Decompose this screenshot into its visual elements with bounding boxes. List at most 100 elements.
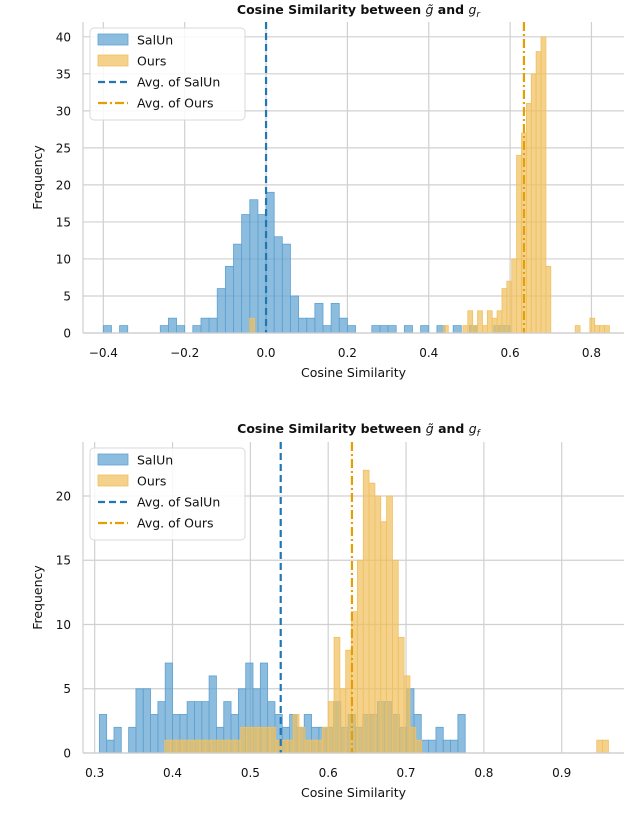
legend-label: Avg. of SalUn <box>137 75 220 90</box>
histogram-bar <box>397 636 405 754</box>
x-tick-label: 0.9 <box>552 766 571 780</box>
histogram-bar <box>403 675 411 754</box>
histogram-bar <box>200 317 210 334</box>
histogram-bar <box>392 559 399 754</box>
histogram-bar <box>113 726 122 754</box>
histogram-bar <box>164 739 171 754</box>
x-tick-label: 0.6 <box>319 766 338 780</box>
histogram-bar <box>168 317 177 334</box>
x-tick-label: 0.2 <box>338 346 357 360</box>
title-subscript: f <box>477 429 482 439</box>
histogram-bar <box>387 325 397 334</box>
y-axis-label: Frequency <box>30 145 45 210</box>
title-and: and <box>433 2 468 17</box>
x-tick-label: 0.3 <box>85 766 104 780</box>
histogram-bar <box>574 325 581 334</box>
histogram-bar <box>216 739 224 754</box>
x-tick-label: 0.6 <box>501 346 520 360</box>
histogram-bar <box>246 726 253 754</box>
x-tick-label: −0.4 <box>89 346 118 360</box>
histogram-bar <box>170 739 177 754</box>
title-symbol: g <box>468 2 476 17</box>
histogram-bar <box>604 325 610 334</box>
histogram-bar <box>187 739 195 754</box>
chart-panel-2: 0.3 0.4 0.5 0.6 0.7 0.8 0.9 0 5 10 15 20 Cosine Simi… <box>30 421 624 800</box>
histogram-bar <box>338 317 348 334</box>
histogram-bar <box>511 258 518 334</box>
histogram-bar <box>457 714 466 754</box>
x-tick-label: 0.0 <box>256 346 275 360</box>
y-tick-label: 5 <box>63 289 71 303</box>
x-tick-label: 0.8 <box>474 766 493 780</box>
histogram-bar <box>150 714 159 754</box>
histogram-bar <box>482 325 488 334</box>
histogram-bar <box>298 726 306 754</box>
histogram-bar <box>362 469 370 754</box>
histogram-bar <box>345 649 352 754</box>
y-tick-label: 30 <box>56 104 71 118</box>
legend-swatch-ours <box>97 474 129 487</box>
histogram-bar <box>159 325 169 334</box>
histogram-bar <box>602 739 609 754</box>
y-tick-label: 40 <box>56 30 71 44</box>
histogram-bar <box>135 688 144 754</box>
legend-label: Avg. of SalUn <box>137 495 220 510</box>
title-symbol: g̃ <box>426 2 434 17</box>
histogram-bar <box>157 701 166 754</box>
histogram-bar <box>142 688 151 754</box>
histogram-bar <box>599 325 605 334</box>
histogram-bar <box>409 726 417 754</box>
histogram-bar <box>265 191 275 334</box>
legend-box <box>89 27 246 121</box>
histogram-bar <box>589 317 596 334</box>
histogram-bar <box>594 325 600 334</box>
histogram-bar <box>306 317 316 334</box>
x-tick-label: 0.4 <box>419 346 438 360</box>
histogram-bar <box>380 521 387 754</box>
histogram-bar <box>452 325 462 334</box>
histogram-bar <box>102 325 112 334</box>
histogram-bar <box>356 559 364 754</box>
histogram-bar <box>322 325 332 334</box>
histogram-bar <box>316 739 323 754</box>
histogram-bar <box>216 288 226 334</box>
x-tick-label: 0.7 <box>396 766 415 780</box>
histogram-bar <box>164 662 173 754</box>
histogram-bar <box>386 495 393 754</box>
y-tick-label: 0 <box>63 747 71 761</box>
y-tick-label: 10 <box>56 252 71 266</box>
histogram-bar <box>233 243 243 334</box>
histogram-bar <box>420 325 430 334</box>
histogram-bar <box>501 288 508 334</box>
histogram-bar <box>211 739 218 754</box>
histogram-bar <box>374 495 382 754</box>
histogram-bar <box>442 325 449 334</box>
histogram-bar <box>491 317 498 334</box>
legend-box <box>89 447 246 541</box>
histogram-bar <box>263 726 271 754</box>
histogram-bar <box>257 214 267 334</box>
histogram-bar <box>435 726 444 754</box>
y-tick-label: 15 <box>56 554 71 568</box>
legend-label: Avg. of Ours <box>137 96 214 111</box>
histogram-bar <box>240 726 247 754</box>
histogram-bar <box>128 726 137 754</box>
histogram-bar <box>530 73 537 334</box>
histogram-bar <box>286 739 294 754</box>
x-axis-label: Cosine Similarity <box>301 365 407 380</box>
histogram-bar <box>525 103 532 334</box>
histogram-bar <box>208 317 218 334</box>
histogram-bar <box>321 726 329 754</box>
histogram-bar <box>310 739 317 754</box>
histogram-bar <box>249 199 259 334</box>
title-text: Cosine Similarity between <box>237 2 426 17</box>
histogram-bar <box>415 739 423 754</box>
histogram-bar <box>228 739 236 754</box>
y-tick-label: 35 <box>56 67 71 81</box>
histogram-bar <box>298 317 308 334</box>
histogram-bar <box>339 688 347 754</box>
x-tick-label: 0.5 <box>241 766 260 780</box>
y-tick-label: 15 <box>56 215 71 229</box>
chart-title: Cosine Similarity between g̃ and gr <box>237 2 482 20</box>
